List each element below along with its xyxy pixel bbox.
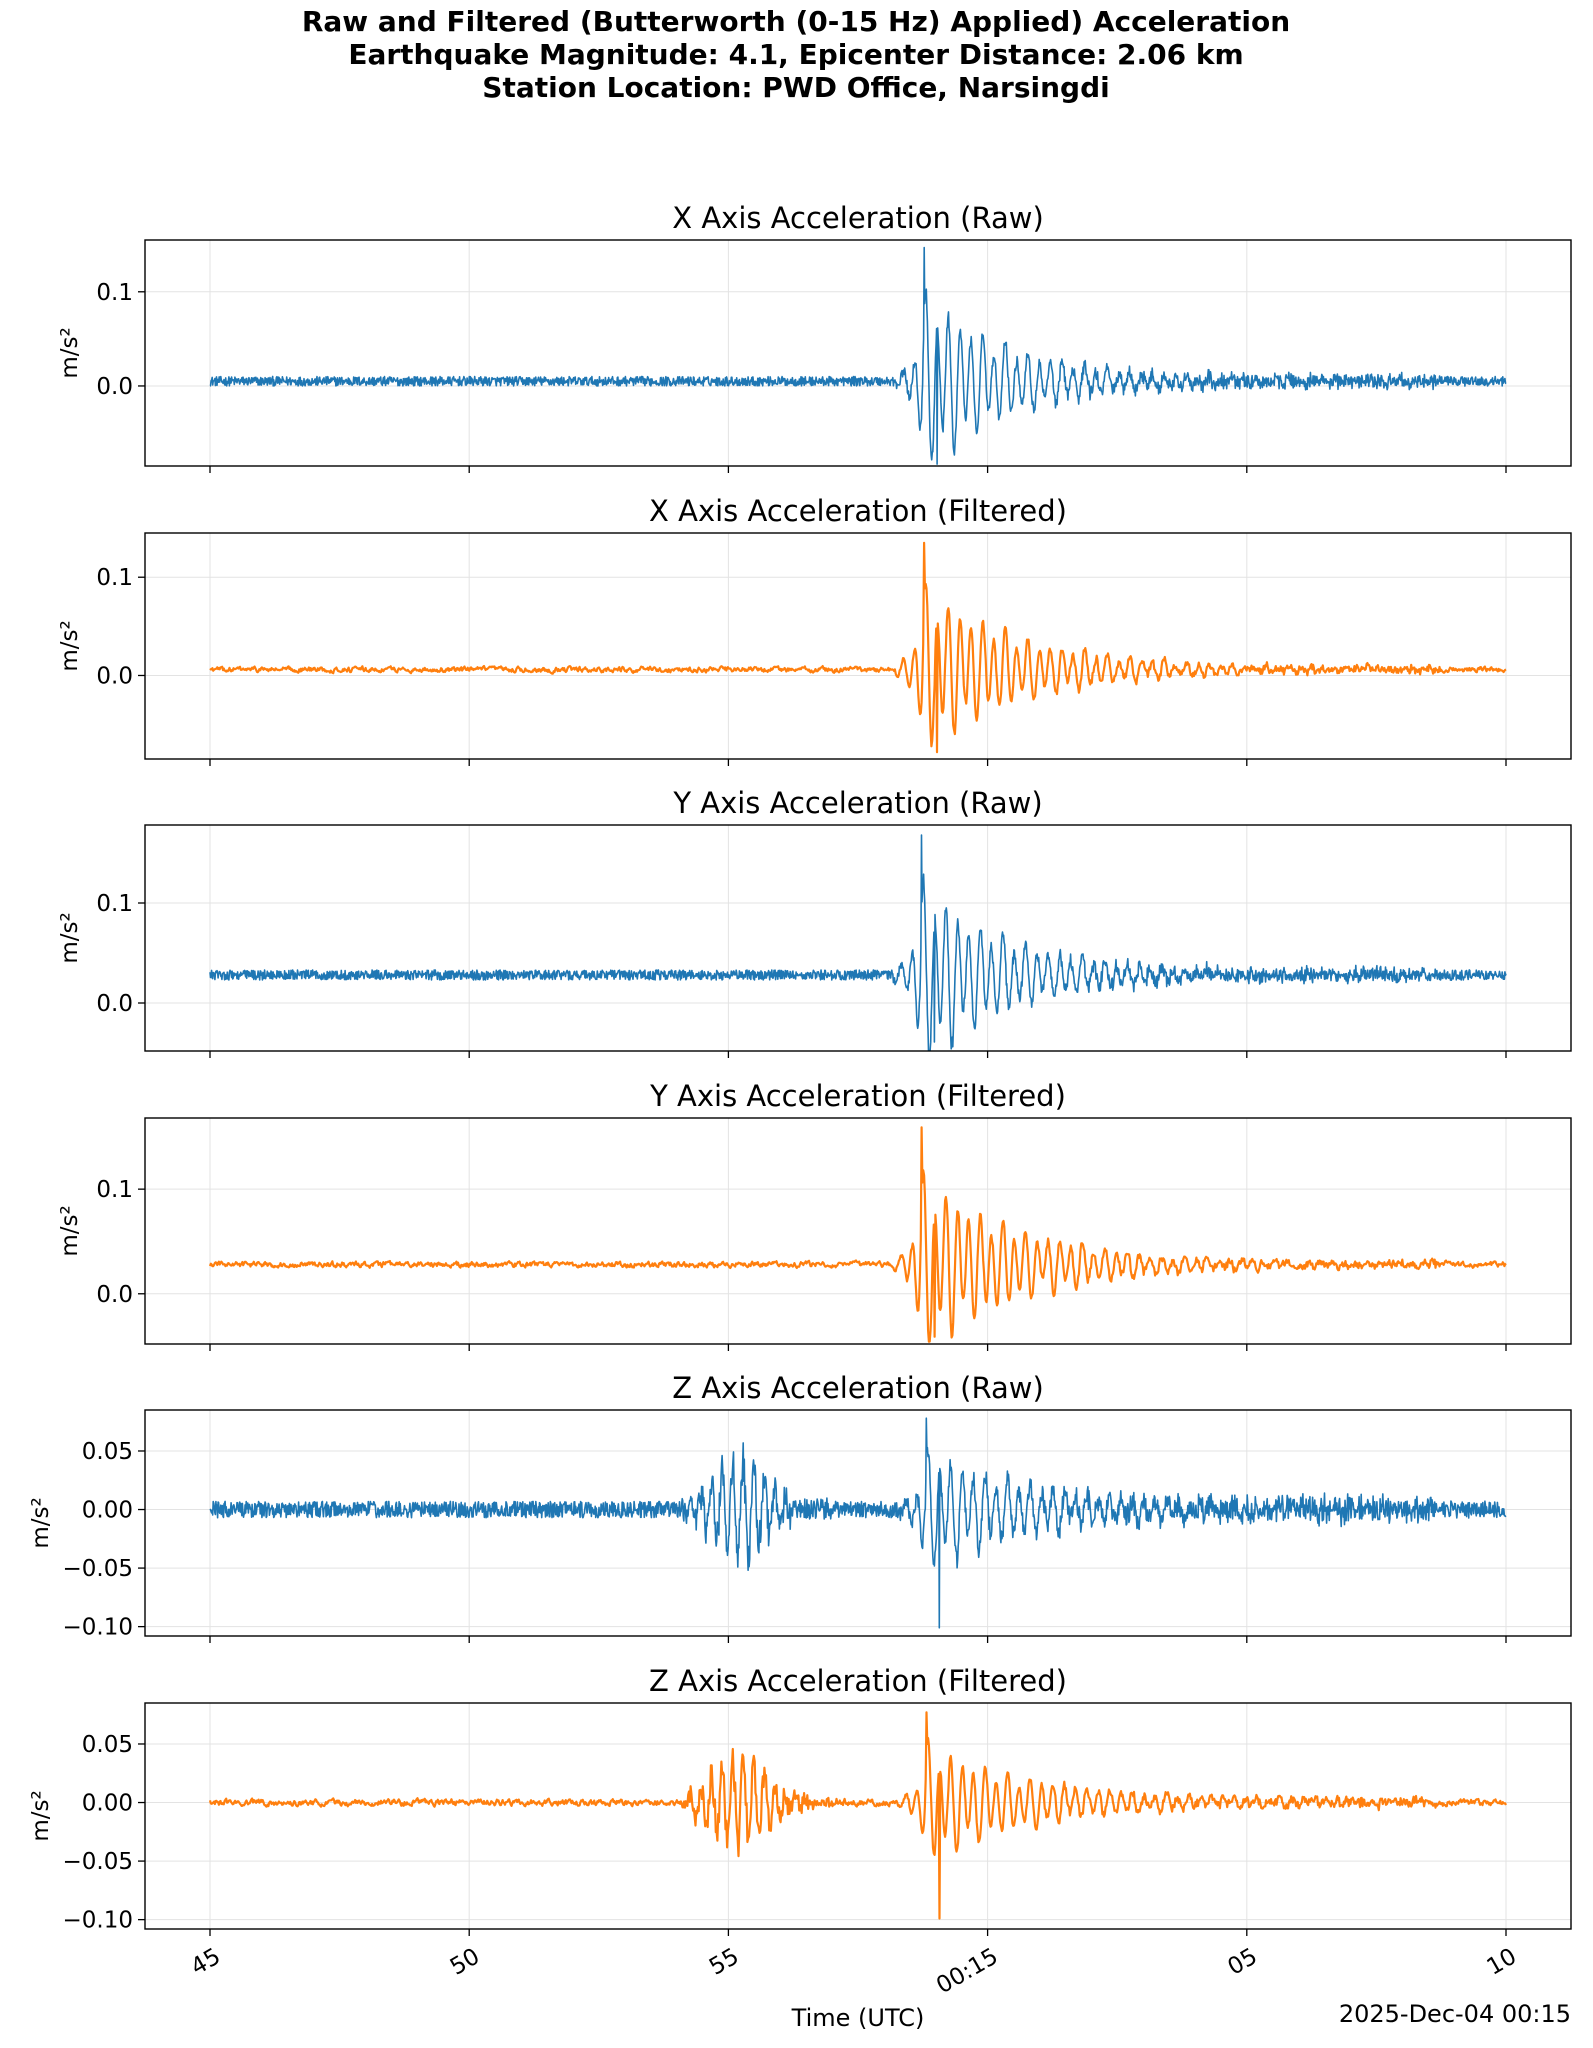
y-tick-label: 0.00	[82, 1498, 133, 1524]
subplot-3: 0.0 0.1 Y Axis Acceleration (Raw) m/s²	[57, 786, 1572, 1058]
y-axis-label: m/s²	[57, 1205, 83, 1256]
subplot-title: Z Axis Acceleration (Filtered)	[649, 1664, 1067, 1698]
y-tick-label: 0.1	[96, 565, 133, 591]
axes-frame	[144, 824, 1572, 1052]
subplot-title: Y Axis Acceleration (Raw)	[672, 786, 1042, 820]
axes-frame	[144, 1409, 1572, 1637]
series-line-raw	[209, 246, 1507, 465]
y-axis-label: m/s²	[28, 1790, 54, 1841]
series-line-filtered	[208, 1126, 1507, 1343]
x-tick-label: 05	[1223, 1944, 1261, 1981]
subplot-title: X Axis Acceleration (Filtered)	[649, 494, 1067, 528]
y-tick-label: 0.05	[82, 1439, 133, 1465]
y-axis-label: m/s²	[57, 620, 83, 671]
subplot-title: X Axis Acceleration (Raw)	[672, 201, 1044, 235]
x-tick-label: 55	[705, 1944, 743, 1981]
y-tick-label: −0.05	[63, 1556, 133, 1582]
axes-frame	[144, 532, 1572, 760]
subplot-4: 0.0 0.1 Y Axis Acceleration (Filtered) m/s²	[57, 1079, 1572, 1351]
x-axis-label: Time (UTC)	[791, 2004, 925, 2032]
subplot-title: Y Axis Acceleration (Filtered)	[649, 1079, 1066, 1113]
y-tick-label: 0.1	[96, 891, 133, 917]
y-tick-label: 0.1	[96, 1177, 133, 1203]
x-axis-offset-label: 2025-Dec-04 00:15	[1339, 2000, 1571, 2028]
axes-frame	[144, 1117, 1572, 1345]
figure-title-line-2: Earthquake Magnitude: 4.1, Epicenter Dis…	[348, 38, 1243, 71]
y-axis-label: m/s²	[57, 327, 83, 378]
series-line-filtered	[209, 541, 1507, 754]
subplots: 0.00.1X Axis Acceleration (Raw)m/s²0.00.…	[28, 201, 1572, 1936]
x-tick-label: 50	[446, 1944, 484, 1981]
subplot-1: 0.0 0.1 X Axis Acceleration (Raw) m/s²	[57, 201, 1572, 473]
series-line-raw	[209, 834, 1507, 1051]
y-tick-label: 0.0	[96, 374, 133, 400]
shared-x-axis: 45 50 55 00:15 05 10	[187, 1944, 1521, 2000]
x-tick-label: 10	[1483, 1944, 1521, 1981]
figure-title-line-3: Station Location: PWD Office, Narsingdi	[482, 71, 1109, 104]
subplot-2: 0.0 0.1 X Axis Acceleration (Filtered) m/s²	[57, 494, 1572, 766]
y-tick-label: 0.0	[96, 1282, 133, 1308]
y-axis-label: m/s²	[28, 1497, 54, 1548]
y-tick-label: −0.10	[63, 1908, 133, 1934]
y-tick-label: 0.0	[96, 991, 133, 1017]
figure-title: Raw and Filtered (Butterworth (0-15 Hz) …	[302, 5, 1290, 104]
x-tick-label: 00:15	[932, 1944, 1002, 2000]
y-tick-label: −0.05	[63, 1849, 133, 1875]
axes-frame	[144, 239, 1572, 467]
y-tick-label: 0.0	[96, 663, 133, 689]
y-tick-label: −0.10	[63, 1615, 133, 1641]
axes-frame	[144, 1702, 1572, 1930]
subplot-title: Z Axis Acceleration (Raw)	[672, 1371, 1044, 1405]
y-tick-label: 0.1	[96, 280, 133, 306]
x-tick-label: 45	[187, 1944, 225, 1981]
subplot-5: −0.10 −0.05 0.00 0.05 Z Axis Acceleration (R…	[28, 1371, 1572, 1643]
y-tick-label: 0.00	[82, 1791, 133, 1817]
y-tick-label: 0.05	[82, 1732, 133, 1758]
subplot-6: −0.10 −0.05 0.00 0.05 Z Axis Acceleration (F…	[28, 1664, 1572, 1936]
y-axis-label: m/s²	[57, 912, 83, 963]
series-line-raw	[209, 1417, 1507, 1629]
series-line-filtered	[208, 1711, 1507, 1920]
figure-title-line-1: Raw and Filtered (Butterworth (0-15 Hz) …	[302, 5, 1290, 38]
